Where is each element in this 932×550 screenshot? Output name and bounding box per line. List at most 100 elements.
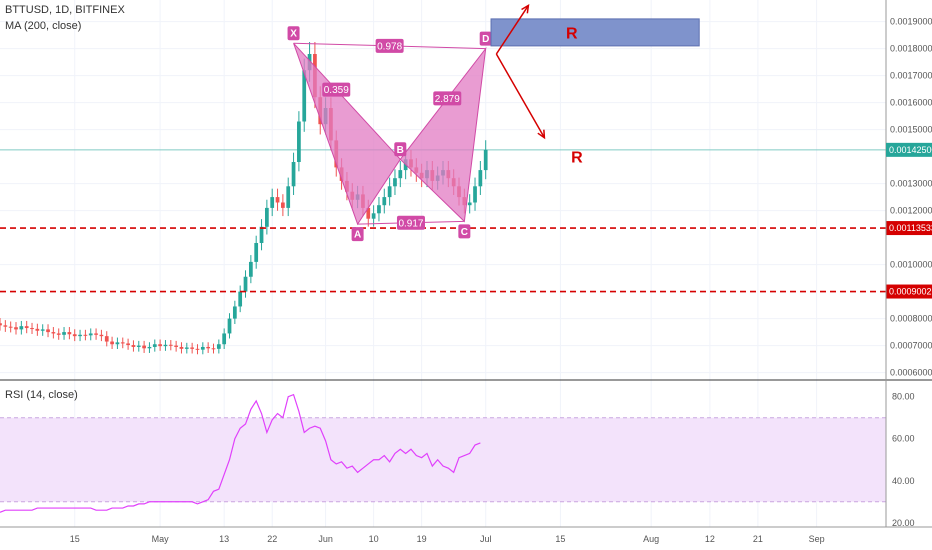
candle-88 (467, 194, 472, 214)
candle-46 (243, 270, 248, 298)
point-tag-0 (287, 26, 300, 41)
candle-37 (195, 344, 200, 355)
candle-body (286, 186, 291, 208)
candle-91 (483, 140, 488, 180)
candle-body (227, 318, 232, 334)
resistance-box (490, 18, 700, 47)
symbol-legend[interactable]: BTTUSD, 1D, BITFINEX (5, 4, 125, 16)
candle-body (302, 70, 307, 122)
point-tag-4 (479, 31, 492, 46)
time-tick-6: 19 (417, 534, 427, 544)
candle-52 (275, 188, 280, 211)
candle-body (104, 336, 109, 342)
level-label-1: 0.00090026 (889, 287, 932, 297)
candle-body (222, 333, 227, 345)
candle-body (3, 325, 8, 327)
candle-body (366, 207, 371, 219)
candle-body (195, 348, 200, 350)
candle-51 (270, 188, 275, 217)
candle-body (200, 346, 205, 350)
arrow-up-head (521, 3, 530, 14)
candle-body (382, 197, 387, 206)
triangle-xab (293, 42, 401, 226)
candle-body (174, 345, 179, 347)
time-tick-5: 10 (369, 534, 379, 544)
ratio-tag-0 (375, 38, 404, 53)
candle-36 (190, 342, 195, 354)
candle-body (110, 341, 114, 345)
candle-28 (147, 342, 152, 353)
candle-body (259, 226, 264, 243)
ratio-label-3: 0.917 (398, 218, 423, 229)
candle-body (131, 345, 136, 347)
rsi-axis[interactable]: 80.00 60.00 40.00 20.00 (892, 392, 915, 528)
candle-55 (291, 152, 296, 196)
candle-body (377, 205, 381, 214)
candle-3 (14, 322, 18, 335)
candle-7 (35, 323, 40, 336)
candle-0 (0, 317, 2, 331)
candle-4 (19, 320, 24, 335)
ratio-tag-2 (433, 91, 462, 106)
ratio-tag-1 (322, 82, 351, 97)
arrow-up (495, 4, 530, 55)
candle-13 (67, 327, 72, 340)
candle-47 (248, 255, 253, 284)
candle-75 (398, 160, 403, 188)
candle-body (393, 178, 397, 187)
point-tag-2 (394, 142, 407, 157)
candle-24 (126, 338, 130, 350)
candle-44 (232, 300, 237, 324)
point-label-2: B (397, 145, 404, 156)
candle-14 (72, 329, 77, 342)
candle-5 (24, 320, 29, 334)
candle-10 (51, 327, 56, 339)
candle-body (83, 334, 88, 336)
candlestick-series (0, 41, 488, 355)
candle-body (51, 332, 56, 334)
candle-body (115, 342, 120, 345)
candle-17 (88, 328, 93, 341)
rsi-legend[interactable]: RSI (14, close) (5, 389, 78, 401)
ma-legend[interactable]: MA (200, close) (5, 20, 82, 32)
candle-26 (136, 340, 141, 352)
candle-body (291, 162, 296, 187)
candle-body (46, 329, 50, 333)
candle-54 (286, 177, 291, 217)
time-axis[interactable]: 15 May 13 22 Jun 10 19 Jul 15 Aug 12 21 Sep (70, 534, 825, 544)
arrow-down (495, 53, 546, 139)
ratio-label-2: 2.879 (435, 94, 460, 105)
candle-43 (227, 313, 232, 339)
candle-33 (174, 340, 179, 352)
time-tick-7: Jul (480, 534, 492, 544)
point-tag-1 (351, 227, 364, 242)
candle-45 (238, 285, 243, 313)
rsi-band (0, 417, 886, 502)
ratio-label-0: 0.978 (377, 41, 402, 52)
point-label-4: D (482, 34, 489, 45)
candle-39 (206, 342, 211, 353)
candle-27 (142, 340, 146, 353)
level-label-0: 0.00113533 (889, 223, 932, 233)
candle-72 (382, 188, 387, 214)
resistance-zone: RR (490, 3, 700, 167)
candle-body (179, 346, 184, 349)
candle-body (483, 149, 488, 171)
candle-body (275, 197, 280, 203)
candle-body (270, 197, 275, 208)
candle-body (78, 334, 82, 337)
candle-body (88, 333, 93, 336)
point-label-3: C (461, 227, 468, 238)
candle-body (19, 326, 24, 330)
candle-31 (163, 340, 168, 351)
current-price-tag (886, 142, 932, 157)
candle-body (24, 326, 29, 329)
